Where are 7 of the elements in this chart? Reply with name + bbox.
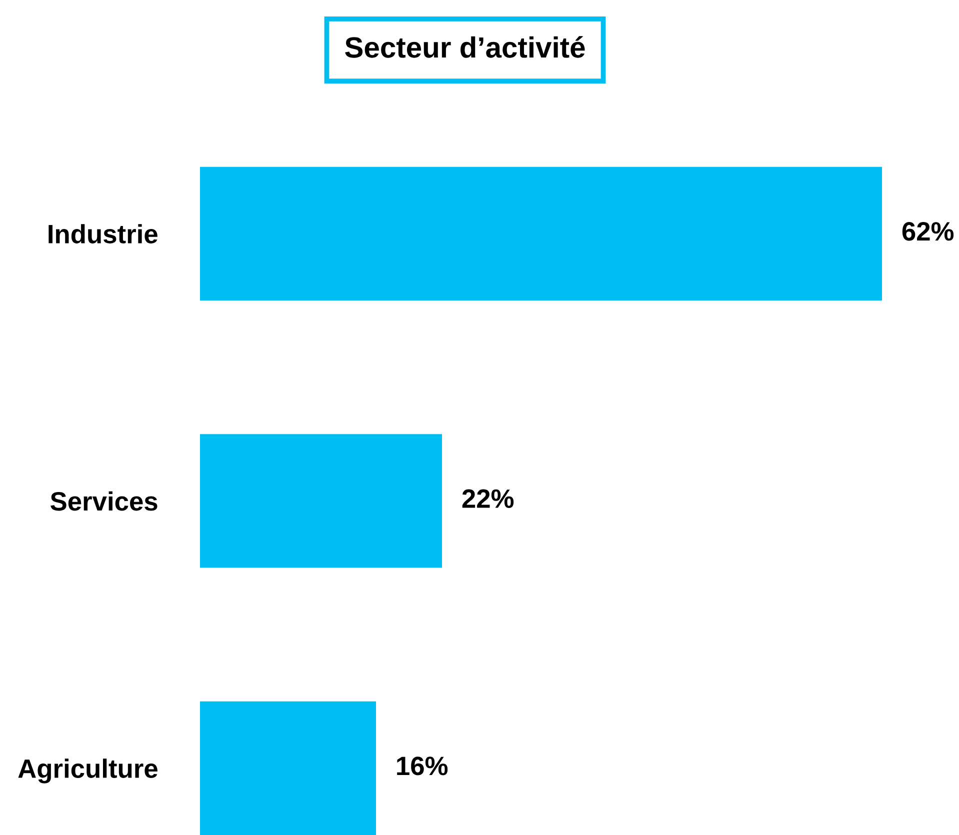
y-tick-label: Services bbox=[50, 491, 158, 511]
data-label: 62% bbox=[902, 222, 954, 241]
data-label: 16% bbox=[397, 756, 448, 776]
y-tick-label: Agriculture bbox=[18, 758, 158, 784]
y-tick-label: Industrie bbox=[48, 224, 158, 244]
data-label: 22% bbox=[462, 489, 514, 508]
chart-title: Secteur d’activité bbox=[345, 36, 585, 58]
